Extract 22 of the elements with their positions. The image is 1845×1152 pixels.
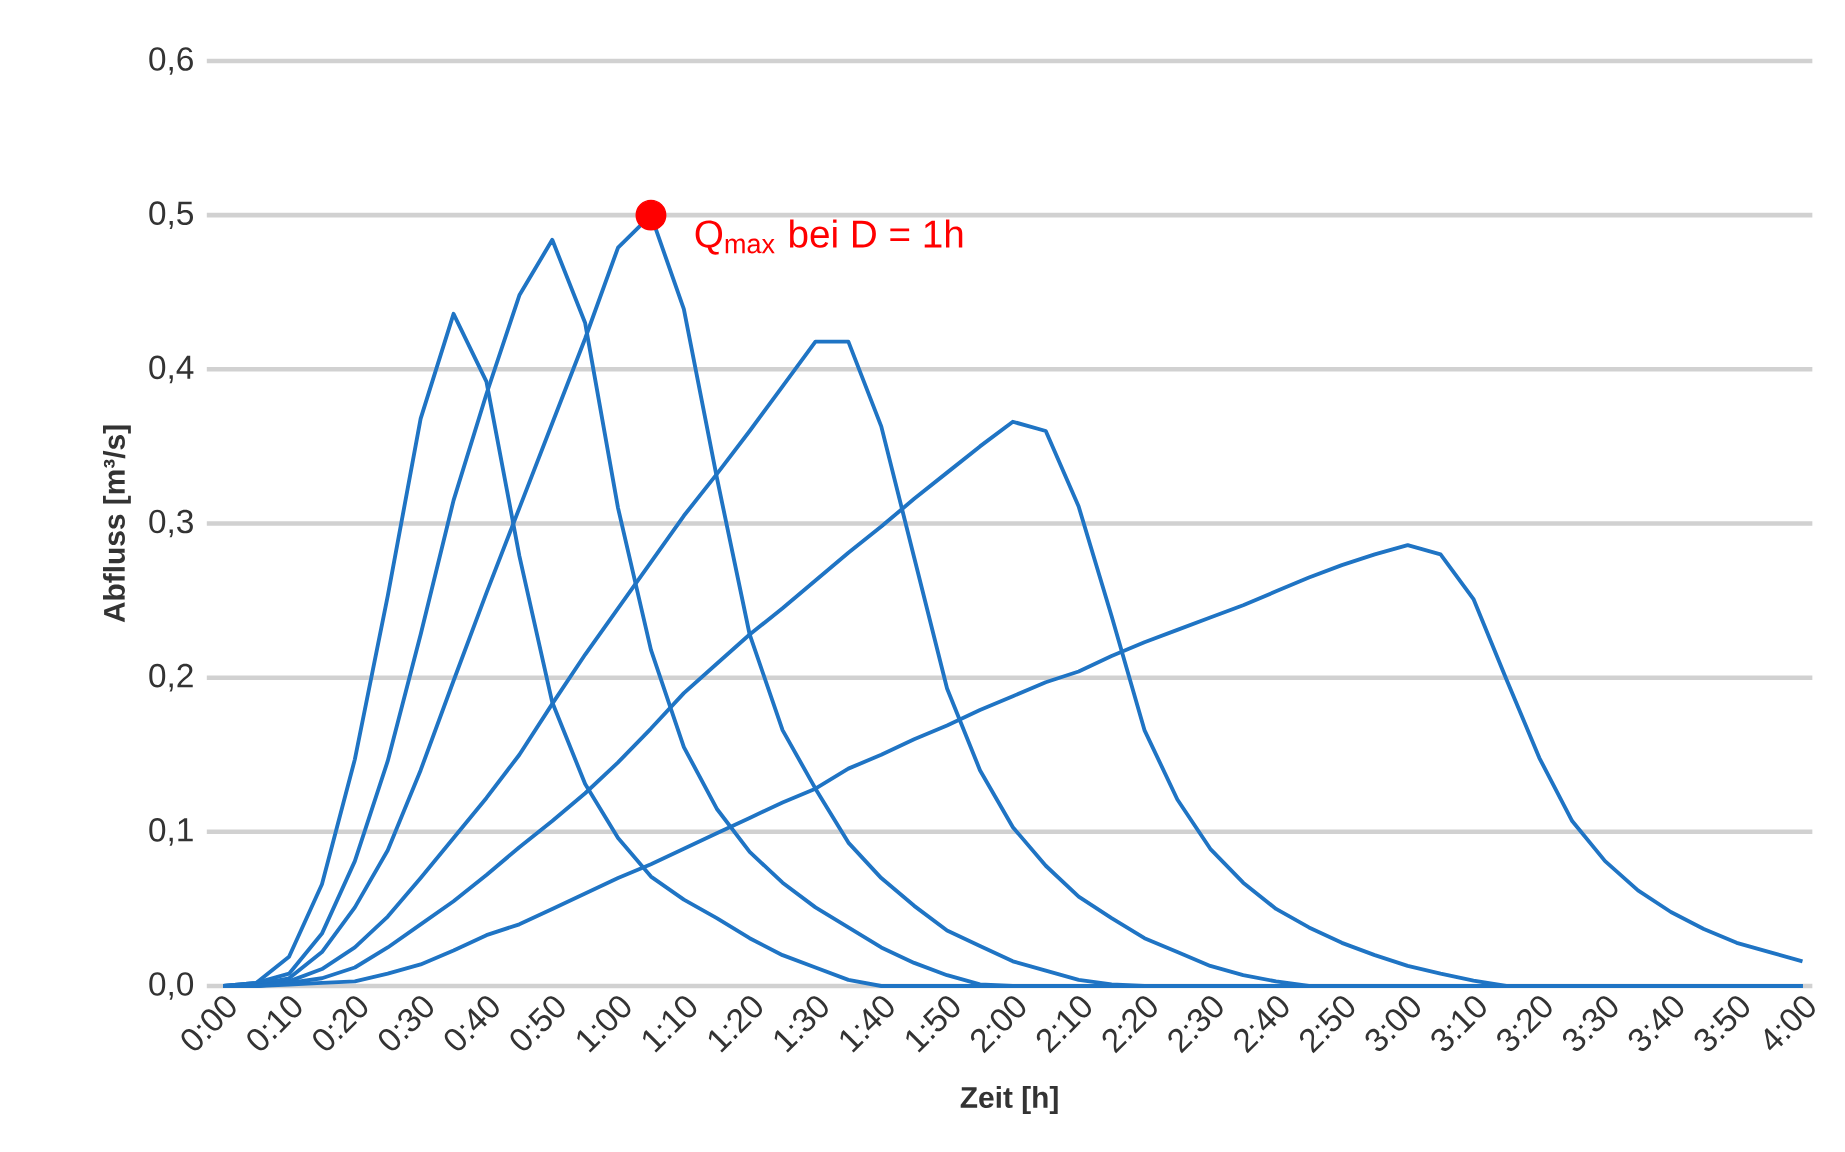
x-axis-title: Zeit [h] [960, 1086, 1058, 1114]
y-tick-label: 0,4 [149, 355, 194, 384]
x-tick-label: 0:20 [313, 996, 368, 1051]
y-tick-label: 0,5 [149, 201, 194, 229]
x-tick-label: 4:00 [1764, 996, 1815, 1051]
x-tick-label: 3:40 [1628, 996, 1684, 1051]
x-tick-label: 0:30 [378, 996, 433, 1051]
x-tick-label: 3:10 [1431, 996, 1486, 1051]
x-tick-label: 3:00 [1365, 996, 1420, 1051]
y-tick-label: 0,2 [149, 663, 193, 692]
y-axis-title: Abfluss [m³/s] [103, 425, 131, 623]
x-tick-label: 3:50 [1694, 996, 1750, 1051]
annotation: Q$_{max}$ bei D = 1h [695, 219, 963, 255]
y-tick-label: 0,1 [149, 818, 193, 846]
x-tick-label: 3:30 [1562, 996, 1618, 1051]
x-tick-label: 0:50 [510, 996, 565, 1051]
x-tick-label: 0:40 [444, 996, 499, 1051]
y-tick-label: 0,6 [149, 47, 193, 75]
y-tick-label: 0,3 [149, 509, 193, 538]
x-tick-label: 0:10 [247, 996, 302, 1051]
x-tick-label: 1:20 [708, 996, 762, 1053]
x-tick-label: 3:20 [1497, 996, 1552, 1051]
